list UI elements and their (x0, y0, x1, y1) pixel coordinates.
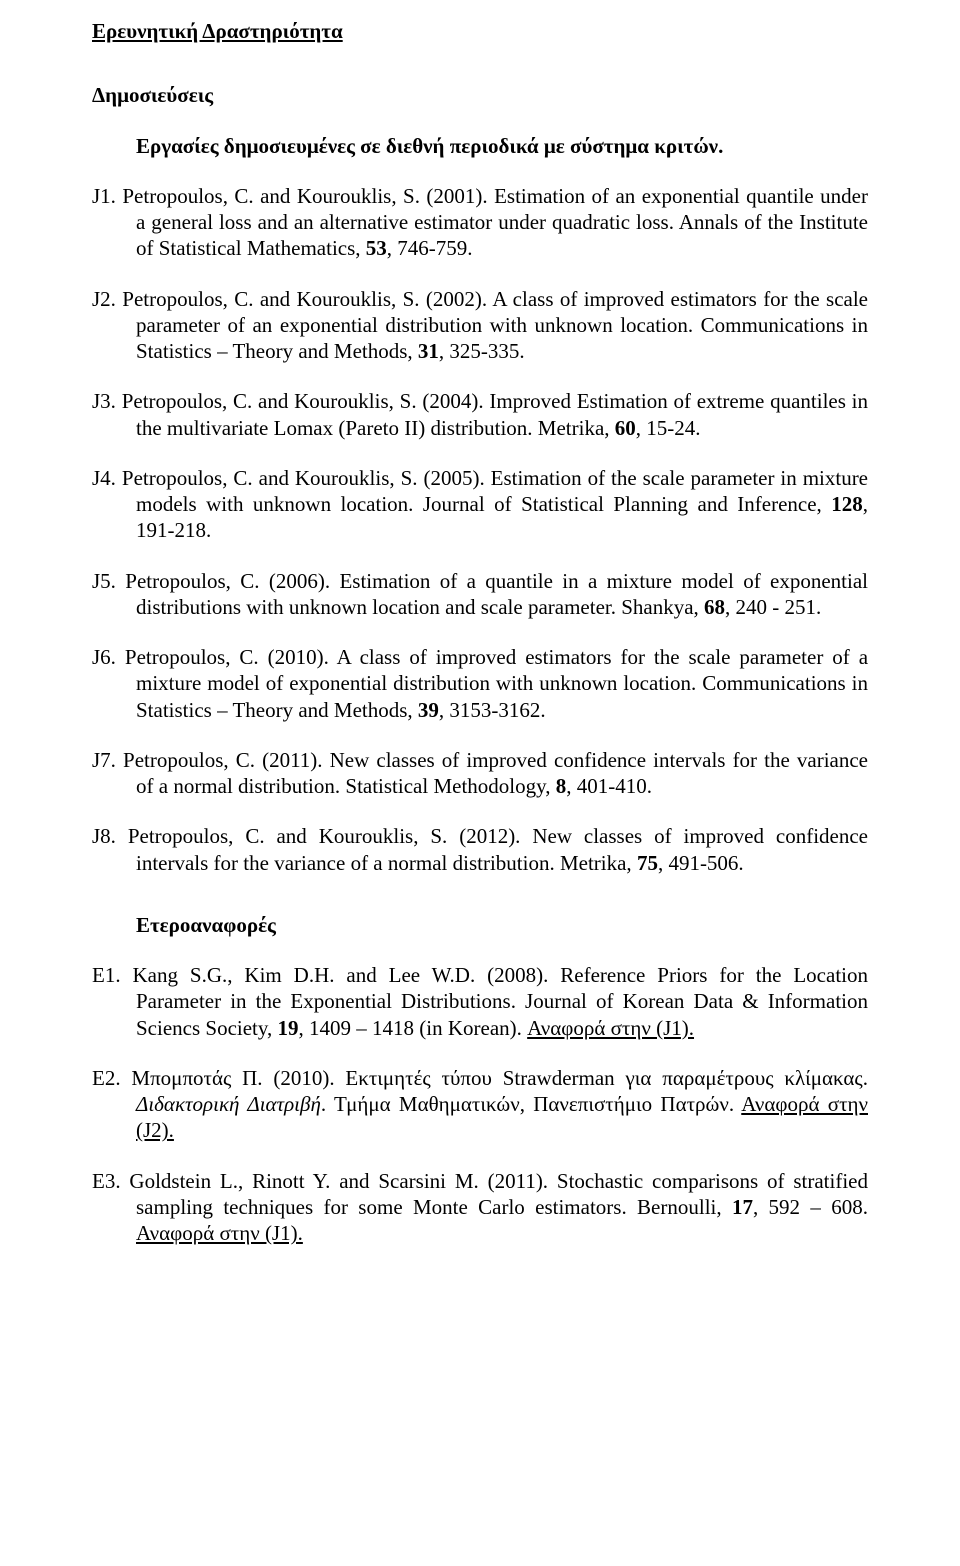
entry-pages: , 491-506. (658, 851, 744, 875)
entry-tail: . Τμήμα Μαθηματικών, Πανεπιστήμιο Πατρών… (321, 1092, 741, 1116)
entry-text: Petropoulos, C. and Kourouklis, S. (2012… (128, 824, 868, 874)
entry-pages: , 3153-3162. (439, 698, 546, 722)
entry-vol: 75 (637, 851, 658, 875)
entry-j8: J8. Petropoulos, C. and Kourouklis, S. (… (92, 823, 868, 876)
entry-e3: E3. Goldstein L., Rinott Y. and Scarsini… (92, 1168, 868, 1247)
entry-pages: , 592 – 608. (753, 1195, 868, 1219)
publications-heading: Δημοσιεύσεις (92, 82, 868, 108)
entry-e2: E2. Μπομποτάς Π. (2010). Εκτιμητές τύπου… (92, 1065, 868, 1144)
page-title: Ερευνητική Δραστηριότητα (92, 18, 868, 44)
entry-vol: 68 (704, 595, 725, 619)
entry-tag: E1. (92, 963, 121, 987)
entry-italic: Διδακτορική Διατριβή (136, 1092, 321, 1116)
entry-pages: , 401-410. (566, 774, 652, 798)
entry-tag: J6. (92, 645, 116, 669)
entry-text: Petropoulos, C. and Kourouklis, S. (2005… (122, 466, 868, 516)
entry-pages: , 325-335. (439, 339, 525, 363)
entry-text: Petropoulos, C. and Kourouklis, S. (2001… (122, 184, 868, 261)
entry-vol: 128 (831, 492, 863, 516)
entry-j1: J1. Petropoulos, C. and Kourouklis, S. (… (92, 183, 868, 262)
entry-pages: , 1409 – 1418 (in Korean). (299, 1016, 528, 1040)
entry-ref: Αναφορά στην (J1). (136, 1221, 303, 1245)
entry-j7: J7. Petropoulos, C. (2011). New classes … (92, 747, 868, 800)
section-journal-heading: Εργασίες δημοσιευμένες σε διεθνή περιοδι… (136, 133, 868, 159)
entry-pages: , 746-759. (387, 236, 473, 260)
entry-vol: 39 (418, 698, 439, 722)
entry-vol: 53 (366, 236, 387, 260)
entry-j2: J2. Petropoulos, C. and Kourouklis, S. (… (92, 286, 868, 365)
entry-ref: Αναφορά στην (J1). (527, 1016, 694, 1040)
entry-tag: J5. (92, 569, 116, 593)
entry-tag: E3. (92, 1169, 121, 1193)
entry-e1: E1. Kang S.G., Kim D.H. and Lee W.D. (20… (92, 962, 868, 1041)
entry-text: Petropoulos, C. and Kourouklis, S. (2004… (122, 389, 868, 439)
entry-j4: J4. Petropoulos, C. and Kourouklis, S. (… (92, 465, 868, 544)
entry-j5: J5. Petropoulos, C. (2006). Estimation o… (92, 568, 868, 621)
section-citations-heading: Ετεροαναφορές (136, 912, 868, 938)
entry-pages: , 240 - 251. (725, 595, 821, 619)
entry-tag: J4. (92, 466, 116, 490)
entry-pages: , 15-24. (636, 416, 701, 440)
entry-vol: 31 (418, 339, 439, 363)
entry-tag: E2. (92, 1066, 121, 1090)
entry-j6: J6. Petropoulos, C. (2010). A class of i… (92, 644, 868, 723)
entry-tag: J1. (92, 184, 116, 208)
entry-tag: J7. (92, 748, 116, 772)
entry-tag: J3. (92, 389, 116, 413)
entry-text: Petropoulos, C. (2011). New classes of i… (123, 748, 868, 798)
entry-tag: J2. (92, 287, 116, 311)
entry-tag: J8. (92, 824, 116, 848)
entry-j3: J3. Petropoulos, C. and Kourouklis, S. (… (92, 388, 868, 441)
entry-vol: 8 (556, 774, 567, 798)
document-page: Ερευνητική Δραστηριότητα Δημοσιεύσεις Ερ… (0, 0, 960, 1300)
entry-vol: 60 (615, 416, 636, 440)
entry-vol: 19 (278, 1016, 299, 1040)
entry-text: Μπομποτάς Π. (2010). Εκτιμητές τύπου Str… (131, 1066, 868, 1090)
entry-vol: 17 (732, 1195, 753, 1219)
